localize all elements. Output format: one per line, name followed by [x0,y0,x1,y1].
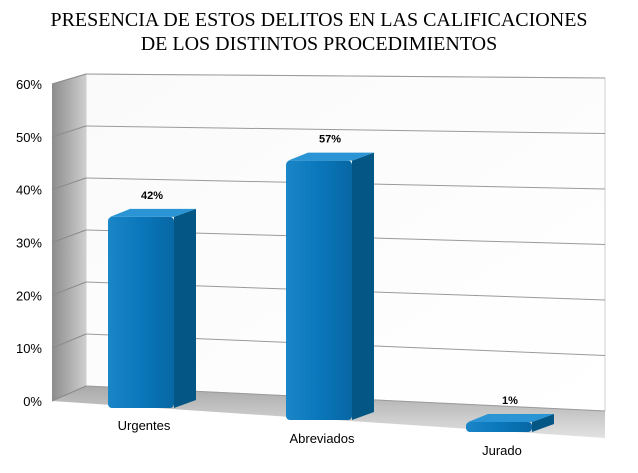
x-category-label: Abreviados [289,431,355,446]
bar-top [468,414,554,422]
y-tick-label: 20% [16,288,42,303]
bar-jurado [466,414,554,432]
side-wall [52,74,86,401]
bar-front [466,422,532,432]
gridline-side [51,177,87,191]
x-category-label: Urgentes [118,418,171,433]
y-axis-ticks: 0% 10% 20% 30% 40% 50% 60% [16,77,42,409]
bar-top [288,152,374,161]
bar-abreviados [286,152,374,420]
y-tick-label: 30% [16,236,42,251]
gridline [85,125,606,134]
gridline-side [51,385,87,402]
chart-title: PRESENCIA DE ESTOS DELITOS EN LAS CALIFI… [0,8,638,56]
bar-side [352,152,374,420]
data-label: 57% [319,134,341,146]
y-tick-label: 10% [16,341,42,356]
bar-front [108,216,174,408]
x-category-label: Jurado [482,443,522,458]
bar-front [286,160,352,420]
labels: 42% Urgentes 57% Abreviados 1% Jurado [118,134,522,458]
gridline [85,73,606,79]
chart-title-line-2: DE LOS DISTINTOS PROCEDIMIENTOS [140,33,498,55]
gridline-side [51,125,87,138]
y-tick-label: 0% [23,394,42,409]
gridline-side [51,73,87,85]
data-label: 1% [502,395,518,407]
gridline-side [51,333,87,349]
gridline-side [51,229,87,243]
gridline-side [51,281,87,296]
bar-urgentes [108,208,196,408]
y-tick-label: 50% [16,130,42,145]
bar-side [532,414,554,432]
y-tick-label: 60% [16,77,42,92]
y-tick-label: 40% [16,183,42,198]
chart-title-line-1: PRESENCIA DE ESTOS DELITOS EN LAS CALIFI… [50,9,588,31]
bars [108,152,554,432]
data-label: 42% [141,190,163,202]
bar-top [110,208,196,217]
bar-side [174,208,196,408]
